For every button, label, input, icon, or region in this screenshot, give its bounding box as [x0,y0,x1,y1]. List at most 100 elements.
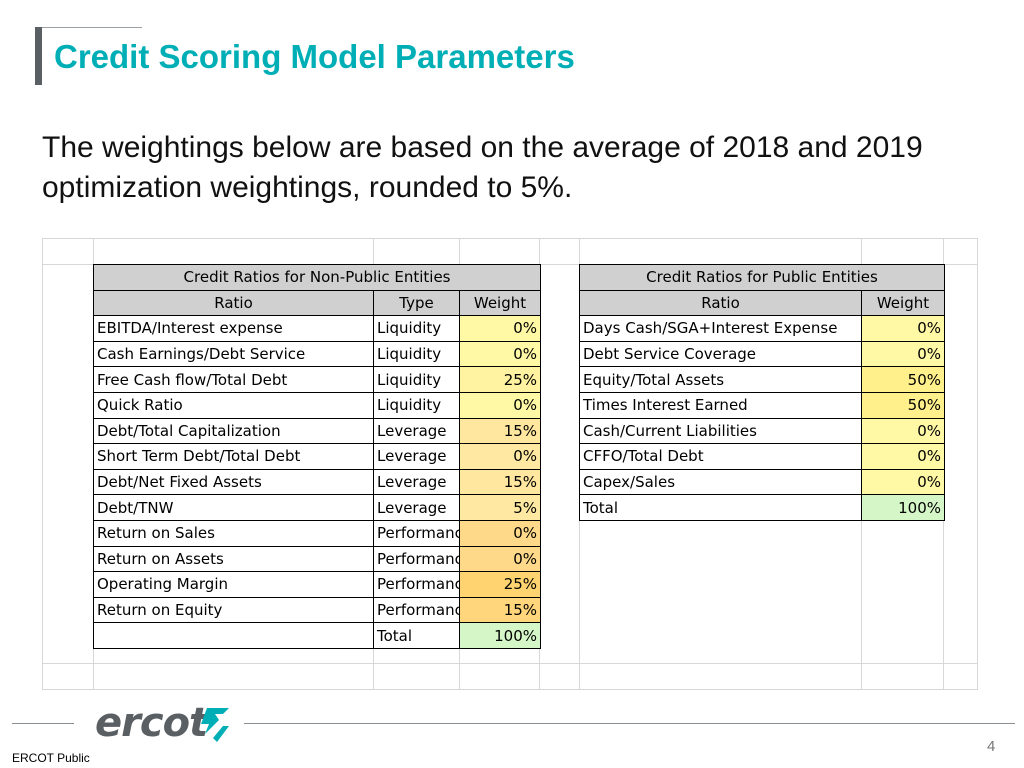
table-row: Return on EquityPerformance15% [93,596,542,624]
ratio-cell: Debt/TNW [93,494,374,521]
ratio-cell: Debt/Total Capitalization [93,417,374,445]
ratio-cell: Debt/Net Fixed Assets [93,468,374,496]
type-cell: Liquidity [373,391,460,419]
table-row: Times Interest Earned 50% [579,391,945,419]
column-header-weight: Weight [458,289,542,317]
table-heading-row: Credit Ratios for Public Entities [579,264,945,291]
logo-wordmark: ercot [95,700,210,746]
ratio-cell: Quick Ratio [93,391,374,419]
lightning-bolt-icon [201,708,229,742]
public-heading: Credit Ratios for Public Entities [579,264,945,291]
type-cell: Performance [373,519,460,547]
column-header-ratio: Ratio [579,289,862,317]
weight-cell: 0% [458,315,542,342]
non-public-ratios-table: Credit Ratios for Non-Public Entities Ra… [92,264,542,649]
ratio-cell: Times Interest Earned [579,391,862,419]
ratio-cell: Return on Equity [93,596,374,624]
ratio-cell: Return on Sales [93,519,374,547]
weight-cell: 15% [458,468,542,496]
footer-label: ERCOT Public [12,751,90,765]
table-row: Days Cash/SGA+Interest Expense 0% [579,315,945,342]
footer-rule-right [244,723,1015,724]
ratio-cell: EBITDA/Interest expense [93,315,374,342]
total-row: Total 100% [93,622,542,649]
ratio-cell: Cash Earnings/Debt Service [93,340,374,368]
weight-cell: 0% [458,443,542,470]
weight-cell: 0% [458,340,542,368]
table-row: Debt/Total Capitalization Leverage 15% [93,417,542,445]
table-row: Debt/TNW Leverage 5% [93,494,542,521]
type-cell: Liquidity [373,340,460,368]
type-cell: Performance [373,596,460,624]
weight-cell: 50% [861,366,945,393]
public-ratios-table: Credit Ratios for Public Entities Ratio … [579,264,945,521]
weight-cell: 5% [458,494,542,521]
total-label: Total [579,494,862,521]
weight-cell: 15% [458,596,542,624]
table-row: Return on SalesPerformance0% [93,519,542,547]
type-cell: Leverage [373,468,460,496]
table-row: Debt/Net Fixed Assets Leverage 15% [93,468,542,496]
table-header-row: Ratio Weight [579,289,945,317]
ratio-cell: Capex/Sales [579,468,862,496]
type-cell: Liquidity [373,315,460,342]
ratio-cell: Return on Assets [93,545,374,573]
empty-cell [93,622,374,649]
non-public-heading: Credit Ratios for Non-Public Entities [92,264,542,291]
subtitle-text: The weightings below are based on the av… [42,131,923,204]
weight-cell: 0% [861,443,945,470]
ratio-cell: CFFO/Total Debt [579,443,862,470]
type-cell: Leverage [373,494,460,521]
table-header-row: Ratio Type Weight [93,289,542,317]
table-row: Quick Ratio Liquidity 0% [93,391,542,419]
table-row: Operating MarginPerformance25% [93,571,542,598]
weight-cell: 15% [458,417,542,445]
total-label: Total [373,622,460,649]
table-heading-row: Credit Ratios for Non-Public Entities [92,264,542,291]
title-rule [42,27,142,28]
grid-line [977,238,978,690]
page-number: 4 [987,738,996,755]
table-row: Cash/Current Liabilities 0% [579,417,945,445]
type-cell: Performance [373,571,460,598]
page-title: Credit Scoring Model Parameters [54,38,575,75]
table-row: Cash Earnings/Debt Service Liquidity 0% [93,340,542,368]
table-row: CFFO/Total Debt 0% [579,443,945,470]
type-cell: Liquidity [373,366,460,393]
ercot-logo: ercot [95,700,229,746]
grid-line [42,689,978,690]
column-header-ratio: Ratio [93,289,374,317]
table-row: Debt Service Coverage 0% [579,340,945,368]
type-cell: Performance [373,545,460,573]
column-header-type: Type [373,289,460,317]
weight-cell: 0% [861,340,945,368]
title-accent-bar [35,27,42,85]
table-row: EBITDA/Interest expense Liquidity 0% [93,315,542,342]
grid-line [42,663,978,664]
ratio-cell: Days Cash/SGA+Interest Expense [579,315,862,342]
ratio-cell: Debt Service Coverage [579,340,862,368]
weight-cell: 0% [861,468,945,496]
table-row: Equity/Total Assets 50% [579,366,945,393]
weight-cell: 50% [861,391,945,419]
weight-cell: 0% [458,519,542,547]
weight-cell: 0% [861,315,945,342]
ratio-cell: Cash/Current Liabilities [579,417,862,445]
weight-cell: 25% [458,366,542,393]
type-cell: Leverage [373,443,460,470]
column-header-weight: Weight [861,289,945,317]
weight-cell: 0% [458,545,542,573]
weight-cell: 25% [458,571,542,598]
ratio-cell: Equity/Total Assets [579,366,862,393]
total-weight-cell: 100% [861,494,945,521]
table-row: Short Term Debt/Total Debt Leverage 0% [93,443,542,470]
total-weight-cell: 100% [458,622,542,649]
grid-line [42,238,43,690]
grid-line [42,238,978,239]
footer-rule-left [12,723,74,724]
table-row: Return on AssetsPerformance0% [93,545,542,573]
type-cell: Leverage [373,417,460,445]
ratio-cell: Operating Margin [93,571,374,598]
ratio-cell: Free Cash flow/Total Debt [93,366,374,393]
weight-cell: 0% [458,391,542,419]
